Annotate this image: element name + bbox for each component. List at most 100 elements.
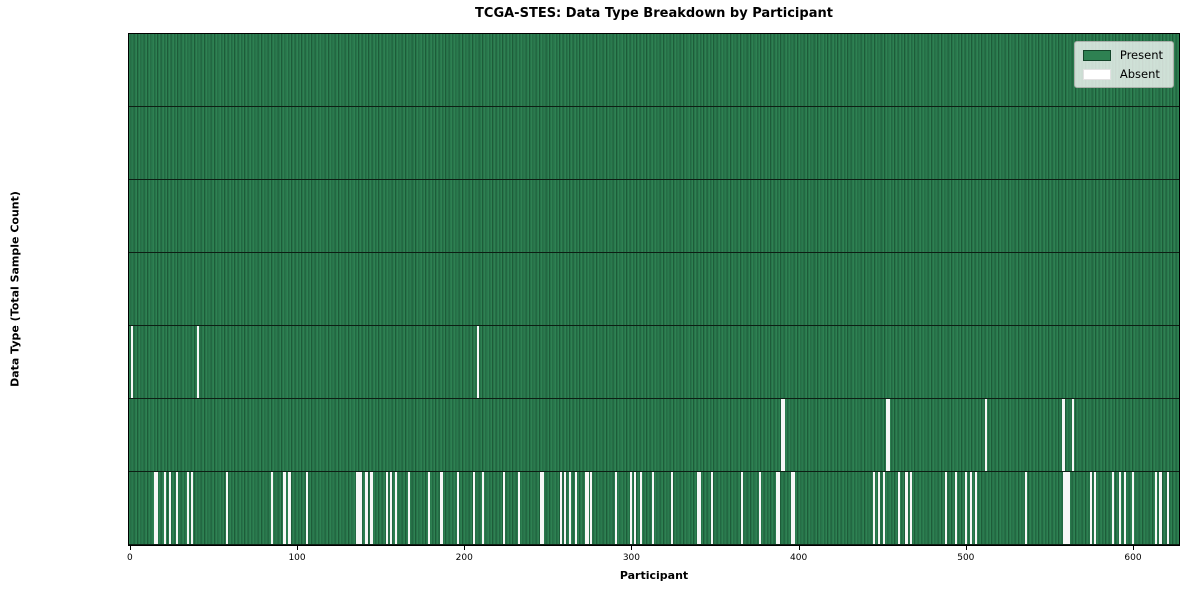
absent-mark (944, 472, 947, 544)
absent-mark (615, 472, 618, 544)
absent-mark (777, 472, 780, 544)
absent-mark (1158, 472, 1161, 544)
x-tick-mark (798, 545, 800, 550)
x-tick-mark (464, 545, 466, 550)
absent-mark (585, 472, 588, 544)
absent-mark (1061, 399, 1064, 471)
absent-mark (130, 326, 133, 398)
absent-mark (408, 472, 411, 544)
absent-mark (284, 472, 287, 544)
absent-mark (1167, 472, 1170, 544)
absent-mark (481, 472, 484, 544)
absent-mark (428, 472, 431, 544)
absent-mark (1025, 472, 1027, 544)
absent-mark (356, 472, 359, 544)
absent-mark (1093, 472, 1096, 544)
absent-mark (775, 472, 778, 544)
absent-mark (190, 472, 193, 544)
absent-mark (473, 472, 476, 544)
x-tick-label: 500 (957, 553, 975, 563)
absent-mark (153, 472, 156, 544)
legend-entry-present: Present (1082, 48, 1163, 62)
absent-mark (792, 472, 795, 544)
absent-mark (640, 472, 643, 544)
absent-mark (306, 472, 309, 544)
x-tick-mark (1133, 545, 1135, 550)
absent-mark (541, 472, 544, 544)
absent-mark (518, 472, 521, 544)
legend-absent-label: Absent (1119, 67, 1160, 81)
heatmap-row-Clinical: Clinical (628) (129, 107, 1179, 180)
absent-mark (974, 472, 977, 544)
absent-mark (790, 472, 793, 544)
absent-mark (1063, 399, 1066, 471)
absent-mark (359, 472, 362, 544)
absent-mark (155, 472, 158, 544)
absent-mark (366, 472, 369, 544)
absent-mark (371, 472, 374, 544)
absent-mark (969, 472, 972, 544)
x-tick-label: 600 (1124, 553, 1142, 563)
absent-mark (906, 472, 909, 544)
absent-mark (386, 472, 389, 544)
x-tick-mark (965, 545, 967, 550)
absent-mark (1123, 472, 1126, 544)
absent-mark (1065, 472, 1068, 544)
chart-title: TCGA-STES: Data Type Breakdown by Partic… (475, 6, 833, 21)
absent-mark (633, 472, 636, 544)
absent-mark (187, 472, 190, 544)
absent-mark (287, 472, 290, 544)
absent-mark (909, 472, 912, 544)
absent-mark (780, 399, 783, 471)
absent-mark (225, 472, 228, 544)
absent-mark (439, 472, 442, 544)
absent-mark (476, 326, 479, 398)
absent-mark (1111, 472, 1114, 544)
heatmap-row-Methylation: Methylation (628) (129, 180, 1179, 253)
absent-mark (1066, 472, 1069, 544)
x-tick-mark (631, 545, 633, 550)
heatmap-plot-area: BCR (628)Clinical (628)Methylation (628)… (127, 33, 1180, 582)
absent-mark (1090, 472, 1093, 544)
absent-mark (964, 472, 967, 544)
absent-mark (1068, 472, 1071, 544)
absent-mark (954, 472, 957, 544)
x-axis-label: Participant (619, 569, 689, 582)
legend-present-label: Present (1119, 48, 1163, 62)
absent-mark (168, 472, 171, 544)
absent-mark (175, 472, 178, 544)
absent-mark (630, 472, 633, 544)
absent-mark (590, 472, 593, 544)
legend-entry-absent: Absent (1082, 67, 1163, 81)
heatmap-row-CN: CN (628) (129, 253, 1179, 326)
x-tick-label: 100 (288, 553, 306, 563)
absent-mark (897, 472, 900, 544)
absent-mark (289, 472, 292, 544)
absent-mark (1155, 472, 1158, 544)
absent-mark (670, 472, 673, 544)
absent-mark (575, 472, 578, 544)
absent-mark (698, 472, 701, 544)
absent-mark (197, 326, 200, 398)
absent-mark (163, 472, 166, 544)
legend: Present Absent (1073, 41, 1174, 88)
absent-mark (782, 399, 785, 471)
absent-mark (887, 399, 890, 471)
heatmap-row-BCR: BCR (628) (129, 34, 1179, 107)
absent-mark (503, 472, 506, 544)
absent-mark (357, 472, 360, 544)
absent-mark (882, 472, 885, 544)
absent-mark (586, 472, 589, 544)
absent-mark (872, 472, 875, 544)
absent-mark (1160, 472, 1163, 544)
absent-mark (364, 472, 367, 544)
absent-mark (1071, 399, 1074, 471)
absent-mark (652, 472, 655, 544)
absent-mark (1118, 472, 1121, 544)
absent-mark (270, 472, 273, 544)
absent-mark (877, 472, 880, 544)
absent-mark (697, 472, 700, 544)
absent-mark (563, 472, 566, 544)
x-tick-label: 400 (790, 553, 808, 563)
absent-mark (740, 472, 743, 544)
